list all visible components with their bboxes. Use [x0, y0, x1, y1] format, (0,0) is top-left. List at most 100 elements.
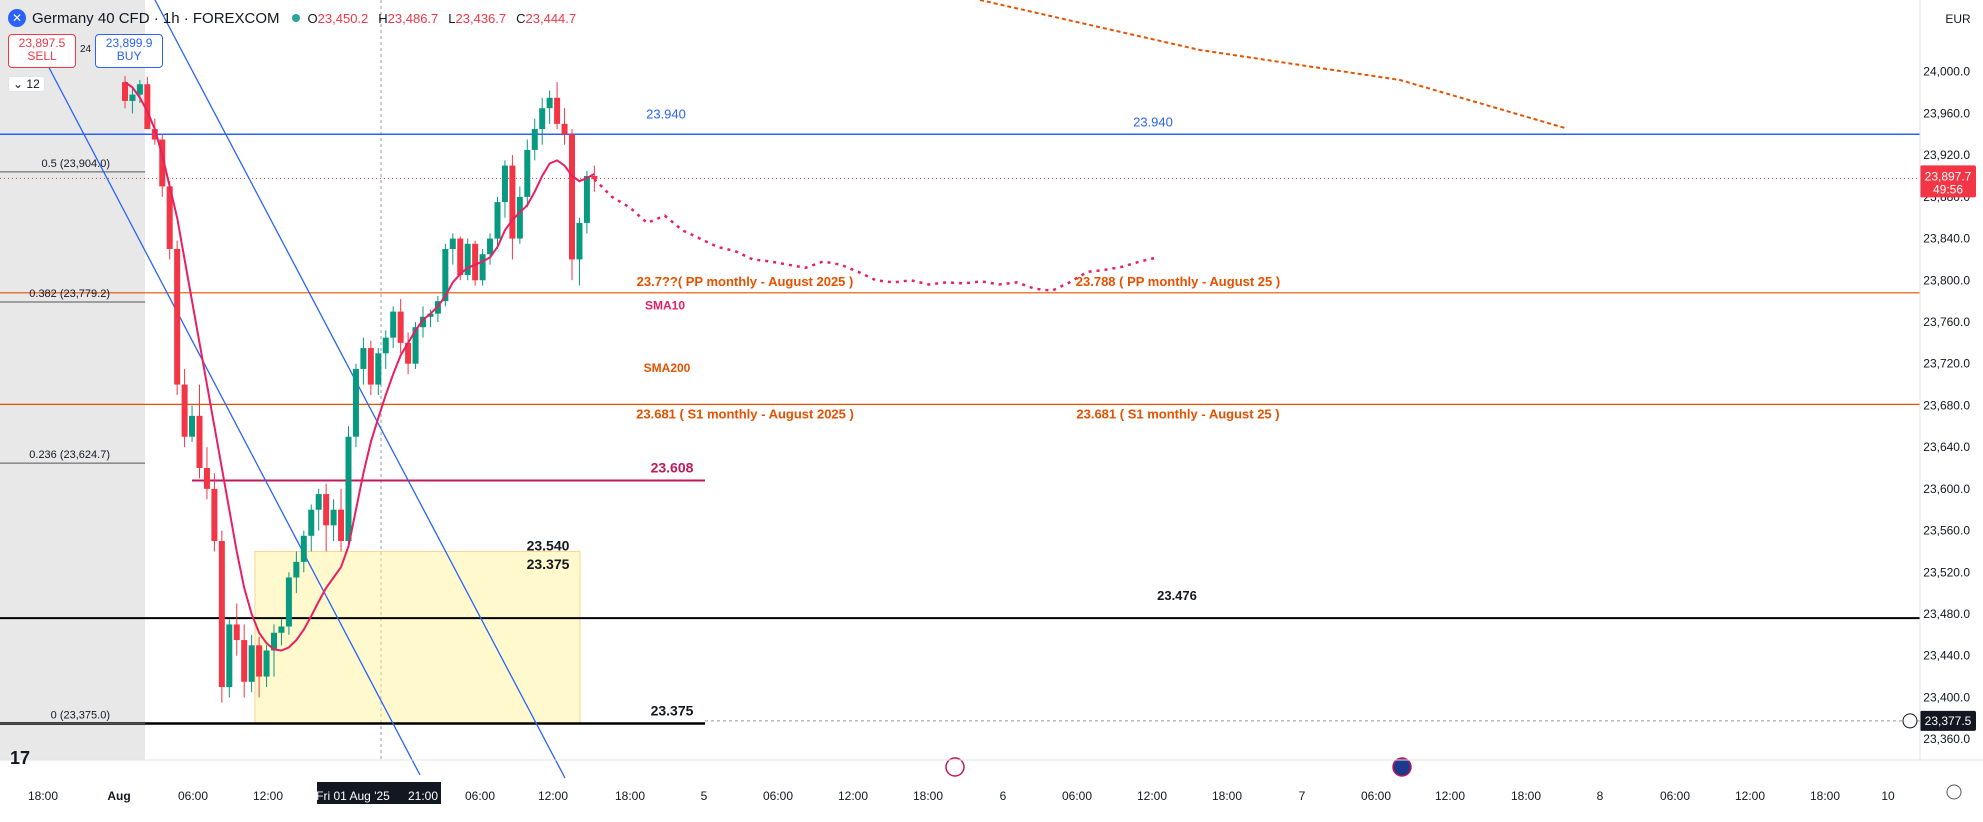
fib-label: 0.382 (23,779.2) — [29, 288, 110, 300]
market-open-icon — [291, 14, 300, 22]
y-tick-label: 23,400.0 — [1923, 690, 1970, 704]
candle-body — [151, 129, 158, 140]
candle-body — [211, 488, 218, 541]
chart-header: ✕ Germany 40 CFD · 1h · FOREXCOM O23,450… — [0, 0, 586, 36]
candle-body — [338, 509, 345, 541]
y-tick-label: 23,440.0 — [1923, 649, 1970, 663]
candle-body — [397, 311, 404, 343]
box-label-bottom: 23.375 — [527, 556, 570, 572]
candle-body — [539, 108, 546, 130]
projection-trend-orange — [979, 0, 1566, 129]
trade-panel: 23,897.5 SELL 24 23,899.9 BUY — [8, 34, 164, 68]
x-tick-label: 18:00 — [28, 789, 58, 803]
candle-body — [315, 494, 322, 510]
candle-body — [412, 327, 419, 364]
candle-body — [583, 176, 590, 223]
ohlc-low: L23,436.7 — [448, 10, 507, 26]
sma200-label: SMA200 — [644, 361, 691, 375]
candle-body — [569, 134, 575, 260]
candle-body — [367, 348, 374, 385]
price-tag-crosshair-label: 23,377.5 — [1925, 714, 1972, 728]
candle-body — [248, 645, 255, 682]
trendline-lower — [154, 0, 566, 779]
candle-body — [129, 94, 136, 101]
chart-settings-gear-icon — [1946, 784, 1962, 800]
candle-body — [203, 468, 210, 489]
x-tick-label: 5 — [701, 789, 708, 803]
x-tick-label: Fri 01 Aug '25 — [316, 789, 390, 803]
level-label-23608: 23.608 — [651, 460, 694, 476]
candle-body — [546, 97, 553, 109]
x-tick-label: 18:00 — [615, 789, 645, 803]
candle-body — [189, 415, 196, 437]
currency-label[interactable]: EUR — [1945, 12, 1971, 26]
candle-body — [345, 436, 352, 541]
x-tick-label: Aug — [107, 789, 130, 803]
candle-body — [420, 316, 426, 328]
candle-body — [352, 368, 359, 437]
candle-body — [308, 509, 315, 536]
y-tick-label: 23,920.0 — [1923, 148, 1970, 162]
y-tick-label: 23,600.0 — [1923, 482, 1970, 496]
y-tick-label: 23,640.0 — [1923, 440, 1970, 454]
pre-session-shade — [0, 0, 145, 760]
price-tag-crosshair — [1920, 710, 1976, 731]
x-crosshair-bg — [317, 782, 441, 804]
candle-body — [278, 626, 285, 633]
candle-body — [375, 353, 382, 385]
x-tick-label: 06:00 — [1062, 789, 1092, 803]
candle-body — [241, 640, 248, 682]
x-tick-label: 06:00 — [763, 789, 793, 803]
candle-body — [405, 342, 412, 364]
x-tick-label: 6 — [1000, 789, 1007, 803]
candle-body — [531, 129, 538, 150]
x-tick-label: 12:00 — [838, 789, 868, 803]
x-tick-label: 12:00 — [1435, 789, 1465, 803]
ohlc-high: H23,486.7 — [378, 10, 439, 26]
buy-button[interactable]: 23,899.9 BUY — [95, 34, 164, 68]
x-tick-label: 06:00 — [178, 789, 208, 803]
close-symbol-icon[interactable]: ✕ — [8, 9, 26, 27]
candle-body — [382, 337, 389, 354]
candle-body — [196, 415, 203, 468]
level-label-blue-left: 23.940 — [646, 106, 686, 121]
symbol-title[interactable]: Germany 40 CFD · 1h · FOREXCOM — [32, 9, 280, 27]
candle-body — [591, 176, 598, 180]
x-tick-label: 21:00 — [408, 789, 438, 803]
candle-body — [181, 384, 188, 437]
x-tick-label: 7 — [1299, 789, 1306, 803]
candle-body — [330, 509, 337, 526]
sell-button[interactable]: 23,897.5 SELL — [8, 34, 76, 68]
candle-body — [174, 249, 181, 385]
fib-label: 0.5 (23,904.0) — [42, 158, 111, 170]
x-tick-label: 12:00 — [253, 789, 283, 803]
candle-body — [427, 313, 434, 317]
fib-label: 0.236 (23,624.7) — [29, 449, 110, 461]
candle-body — [226, 624, 233, 687]
trendline-upper — [44, 59, 421, 776]
candle-body — [218, 541, 225, 687]
y-tick-label: 23,760.0 — [1923, 315, 1970, 329]
x-tick-label: 12:00 — [1735, 789, 1765, 803]
candle-body — [285, 577, 292, 627]
x-tick-label: 18:00 — [1810, 789, 1840, 803]
candle-body — [494, 202, 501, 239]
y-tick-label: 23,840.0 — [1923, 232, 1970, 246]
tradingview-logo-icon: 17 — [10, 748, 31, 768]
price-tag-countdown: 49:56 — [1933, 182, 1963, 196]
sma-line — [124, 81, 595, 652]
candle-body — [271, 632, 277, 651]
candle-body — [442, 249, 449, 302]
candle-body — [136, 84, 143, 95]
x-tick-label: 8 — [1597, 789, 1604, 803]
x-tick-label: 10 — [1881, 789, 1895, 803]
candle-body — [360, 348, 367, 369]
price-tag-current — [1920, 165, 1976, 198]
indicators-toggle[interactable]: ⌄ 12 — [8, 76, 45, 92]
add-alert-icon — [1902, 713, 1918, 729]
candle-body — [323, 494, 330, 526]
candle-body — [576, 222, 583, 260]
range-box — [254, 550, 581, 725]
fib-label: 0 (23,375.0) — [51, 710, 110, 722]
